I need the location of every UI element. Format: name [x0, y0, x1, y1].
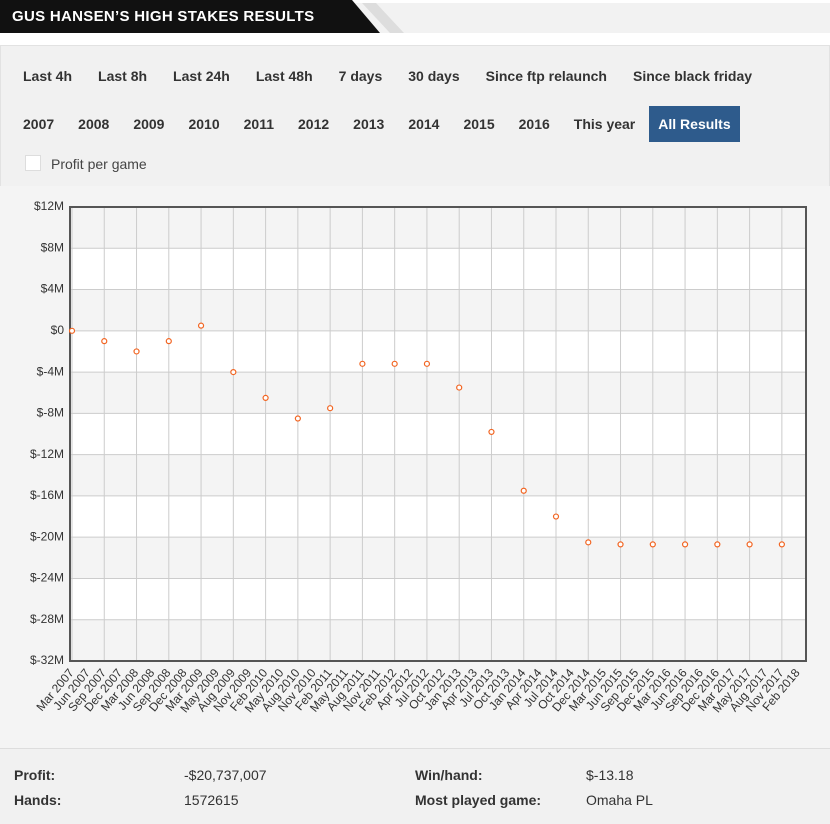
stat-label: Win/hand: — [415, 767, 483, 783]
stat-label: Hands: — [14, 792, 62, 808]
stat-value: $-13.18 — [586, 767, 634, 783]
point — [778, 541, 785, 548]
checkbox[interactable]: Profit per game — [25, 155, 147, 172]
point — [294, 415, 301, 422]
filter-tab[interactable]: 2013 — [353, 116, 385, 132]
point — [68, 327, 76, 334]
stat-value: Omaha PL — [586, 792, 653, 808]
y-tick-label: $8M — [41, 240, 64, 254]
filter-tab[interactable]: 30 days — [408, 68, 460, 84]
plot-bg — [70, 207, 806, 661]
point — [391, 360, 398, 367]
point — [585, 539, 592, 546]
point — [552, 513, 560, 520]
y-tick-label: $-32M — [30, 653, 64, 667]
plot-frame — [69, 206, 807, 662]
checkbox-label: Profit per game — [51, 156, 147, 172]
y-tick-label: $-4M — [37, 364, 64, 378]
filter-tab[interactable]: 2016 — [518, 116, 550, 132]
filter-tab[interactable]: 2012 — [298, 116, 330, 132]
band — [70, 454, 806, 496]
filter-tab[interactable]: Since black friday — [632, 68, 753, 84]
stat-value: 1572615 — [184, 792, 239, 808]
header: GUS HANSEN’S HIGH STAKES RESULTS — [0, 0, 830, 33]
y-tick-label: $-12M — [30, 447, 64, 461]
point — [359, 360, 366, 367]
filter-tab[interactable]: Last 48h — [255, 68, 313, 84]
point — [327, 405, 334, 412]
y-tick-label: $4M — [41, 282, 64, 296]
filter-row: 2007 2008 2009 2010 2011 2012 2013 2014 2015 2016… — [13, 106, 744, 142]
stat-value: -$20,737,007 — [184, 767, 267, 783]
band — [70, 619, 806, 661]
point — [617, 541, 624, 548]
filter-tab[interactable]: Since ftp relaunch — [485, 68, 607, 84]
band — [70, 372, 806, 414]
point — [165, 338, 172, 345]
point — [133, 348, 140, 355]
filter-tab[interactable]: 2008 — [78, 116, 110, 132]
filter-panel: Last 4h Last 8h Last 24h Last 48h 7 days 30 d… — [0, 45, 830, 187]
filter-tab[interactable]: 2014 — [408, 116, 440, 132]
filter-tab[interactable]: Last 4h — [23, 68, 73, 84]
chart-area: Mar 2007 Jun 2007 Sep 2007 Dec 2007 Mar 2008… — [0, 186, 830, 748]
point — [488, 428, 495, 436]
filter-tab[interactable]: 2010 — [188, 116, 220, 132]
point — [456, 384, 463, 391]
filter-tab[interactable]: 2015 — [463, 116, 495, 132]
point — [746, 541, 753, 548]
stats-panel: Profit: -$20,737,007 Win/hand: $-13.18 Hands… — [0, 748, 830, 824]
filter-tab[interactable]: 2009 — [133, 116, 165, 132]
y-tick-label: $-24M — [30, 571, 64, 585]
filter-tab[interactable]: Last 8h — [98, 68, 148, 84]
point — [230, 368, 237, 376]
filter-row: Last 4h Last 8h Last 24h Last 48h 7 days 30 d… — [13, 60, 768, 92]
y-tick-label: $-16M — [30, 488, 64, 502]
point — [101, 338, 108, 345]
point — [262, 394, 269, 401]
band — [70, 289, 806, 331]
y-tick-label: $0 — [51, 323, 65, 337]
point — [681, 541, 689, 548]
header-bg — [0, 0, 830, 33]
filter-tab[interactable]: 2007 — [23, 116, 55, 132]
y-tick-label: $12M — [34, 199, 64, 213]
filter-tab[interactable]: Last 24h — [173, 68, 230, 84]
filter-tab[interactable]: This year — [573, 116, 636, 132]
y-tick-label: $-28M — [30, 612, 64, 626]
filter-tab[interactable]: 2011 — [243, 116, 274, 132]
filter-tab[interactable]: 7 days — [338, 68, 383, 84]
point — [649, 541, 656, 548]
y-tick-label: $-8M — [37, 406, 64, 420]
header-title: GUS HANSEN’S HIGH STAKES RESULTS — [12, 8, 315, 25]
point — [714, 541, 721, 548]
filter-tab[interactable]: All Results — [649, 106, 740, 142]
point — [520, 487, 527, 494]
point — [197, 322, 205, 329]
stat-label: Profit: — [14, 767, 56, 783]
stat-label: Most played game: — [415, 792, 542, 808]
point — [423, 360, 431, 367]
band — [70, 207, 806, 249]
band — [70, 537, 806, 579]
y-tick-label: $-20M — [30, 529, 64, 543]
